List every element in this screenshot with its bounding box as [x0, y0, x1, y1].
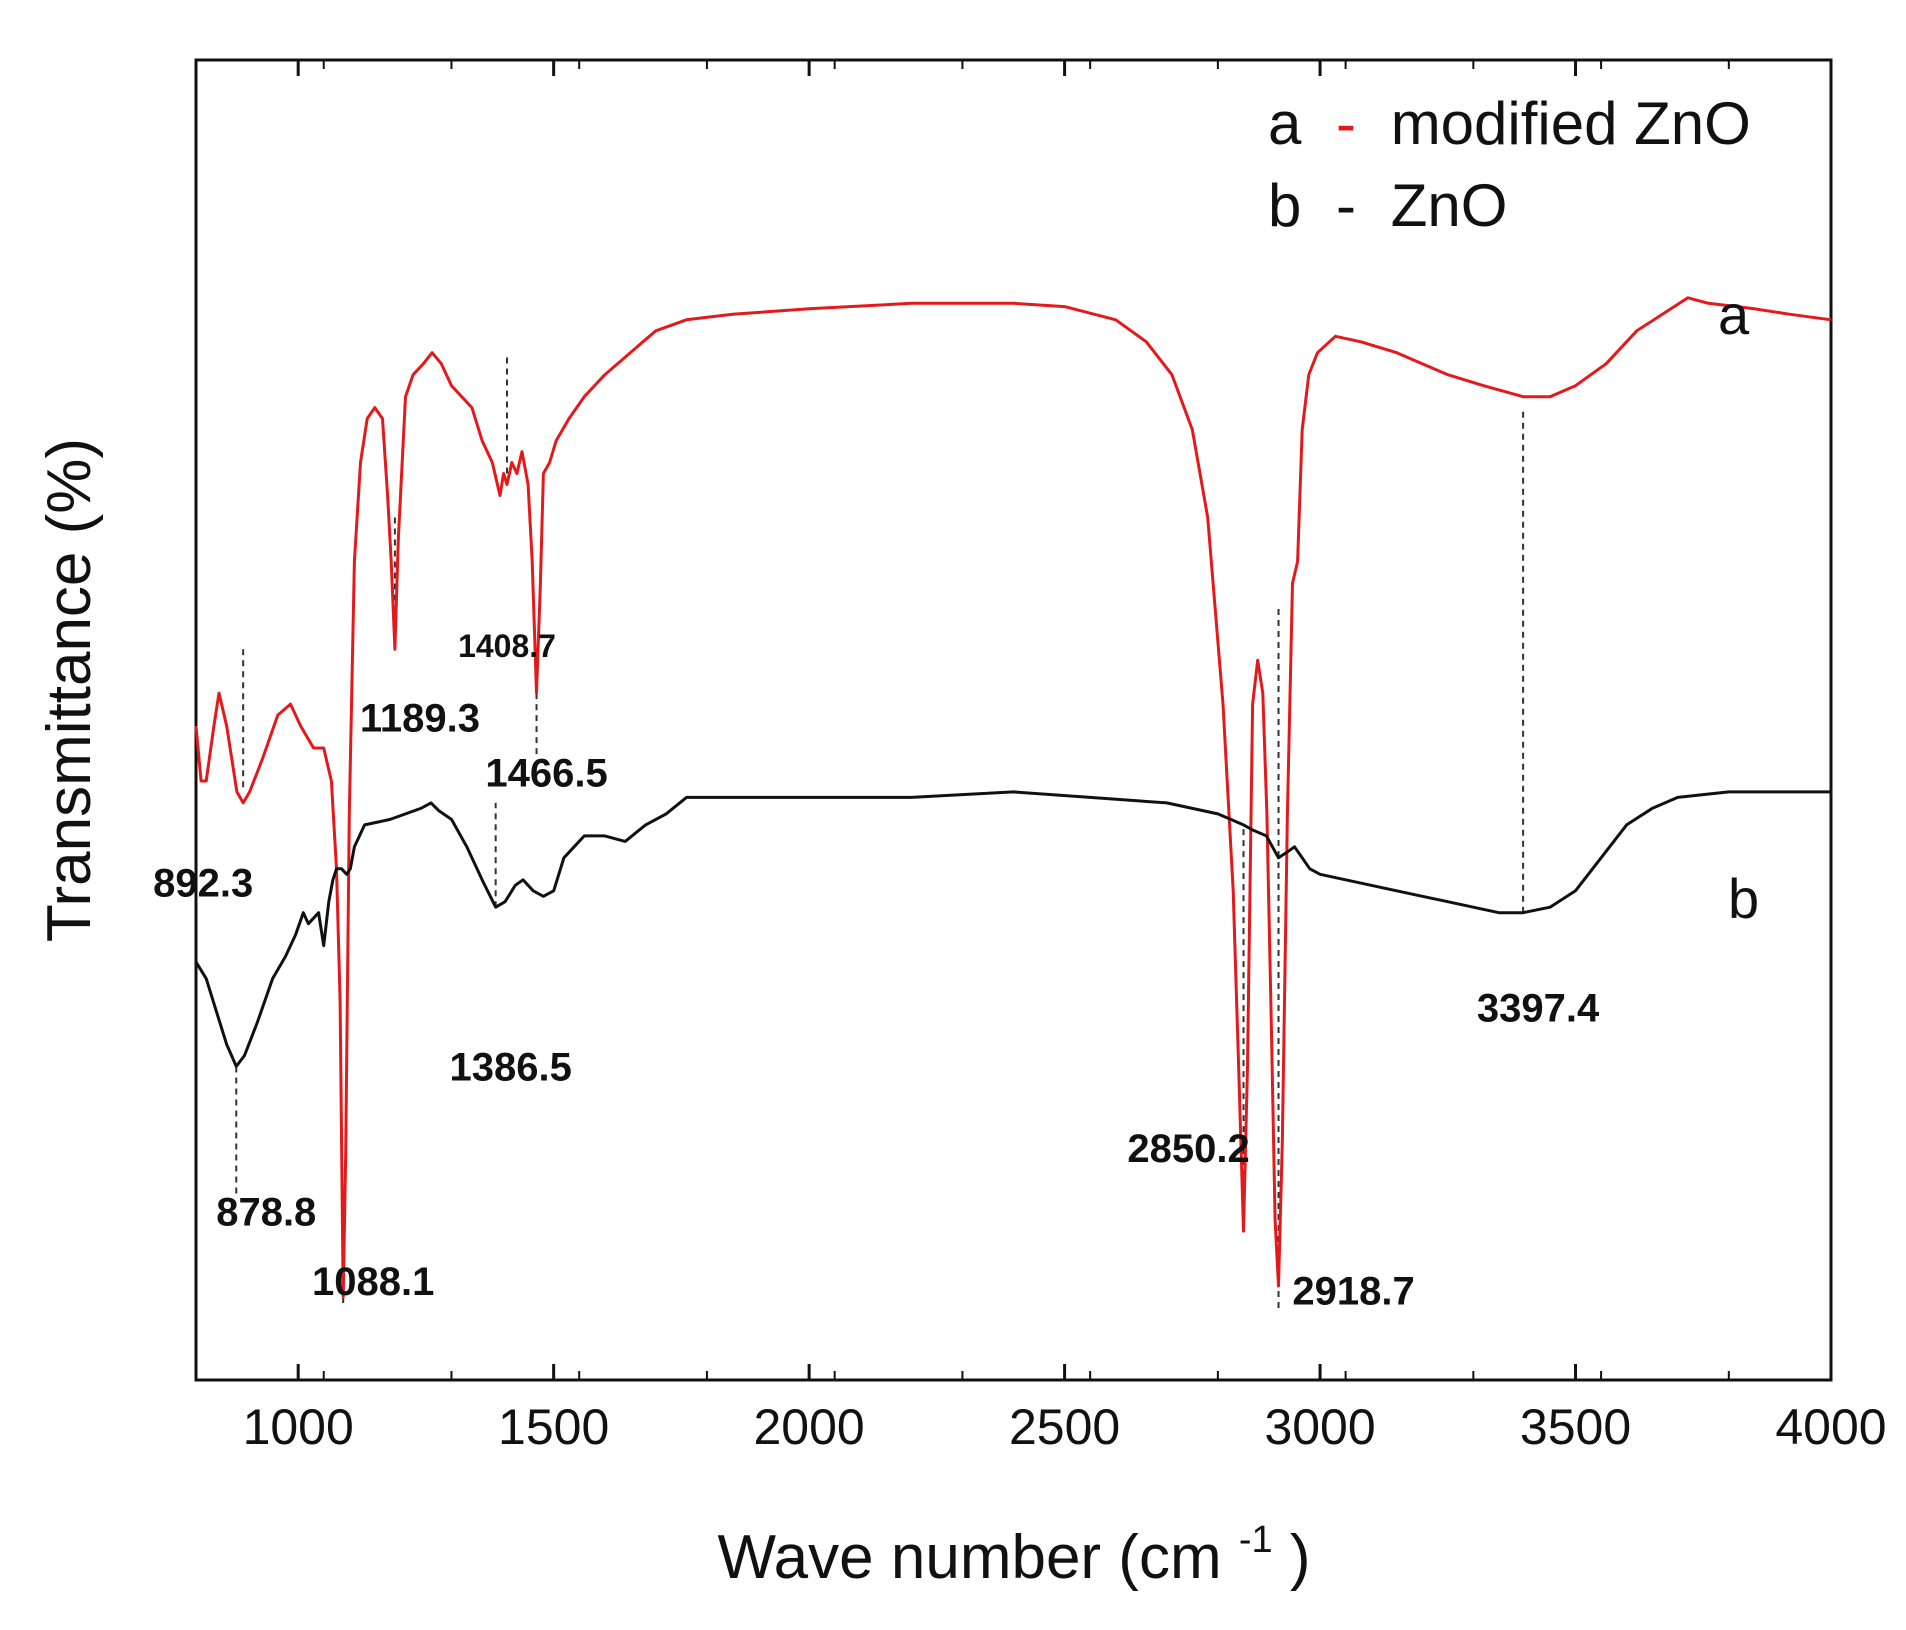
peak-label: 1408.7 — [458, 628, 556, 664]
x-tick-label: 3000 — [1264, 1399, 1375, 1455]
x-axis-title-superscript: -1 — [1239, 1519, 1273, 1561]
x-tick-label: 3500 — [1520, 1399, 1631, 1455]
x-axis-title-close: ) — [1290, 1523, 1311, 1592]
peak-label: 1088.1 — [312, 1260, 434, 1304]
x-tick-label: 4000 — [1775, 1399, 1886, 1455]
peak-label: 2850.2 — [1127, 1127, 1249, 1171]
peak-label: 1386.5 — [449, 1046, 571, 1090]
x-axis-tick-labels: 1000 1500 2000 2500 3000 3500 4000 — [243, 1399, 1887, 1455]
series-a-end-label: a — [1718, 283, 1750, 346]
x-axis-title-main: Wave number (cm — [717, 1523, 1221, 1592]
x-axis-ticks — [195, 60, 1833, 1380]
peak-label: 3397.4 — [1477, 986, 1600, 1030]
x-tick-label: 2500 — [1009, 1399, 1120, 1455]
legend-dash-a: - — [1336, 90, 1356, 157]
legend-entry-a: a - modified ZnO — [1268, 90, 1751, 157]
peak-labels: 892.3 1189.3 1408.7 1466.5 1386.5 878.8 1088.1… — [153, 628, 1600, 1314]
legend-text-b: ZnO — [1391, 172, 1508, 239]
peak-label: 1466.5 — [485, 751, 607, 795]
legend-entry-b: b - ZnO — [1268, 172, 1507, 239]
peak-label: 892.3 — [153, 861, 253, 905]
legend: a - modified ZnO b - ZnO — [1268, 90, 1751, 239]
legend-letter-b: b — [1268, 172, 1301, 239]
peak-label: 1189.3 — [360, 697, 480, 741]
y-axis-title: Transmittance (%) — [35, 438, 104, 942]
x-tick-label: 1500 — [498, 1399, 609, 1455]
x-axis-title: Wave number (cm -1 ) — [717, 1497, 1310, 1592]
x-tick-label: 2000 — [754, 1399, 865, 1455]
plot-frame — [194, 58, 1833, 1382]
series-group — [194, 296, 1832, 1299]
peak-label: 2918.7 — [1292, 1270, 1414, 1314]
legend-text-a: modified ZnO — [1391, 90, 1751, 157]
series-b-line — [194, 790, 1831, 1068]
series-a-line — [194, 296, 1832, 1299]
legend-letter-a: a — [1268, 90, 1302, 157]
legend-dash-b: - — [1336, 172, 1356, 239]
series-b-end-label: b — [1728, 867, 1759, 930]
x-tick-label: 1000 — [243, 1399, 354, 1455]
peak-label: 878.8 — [216, 1191, 316, 1235]
peak-marker-lines — [235, 352, 1525, 1308]
